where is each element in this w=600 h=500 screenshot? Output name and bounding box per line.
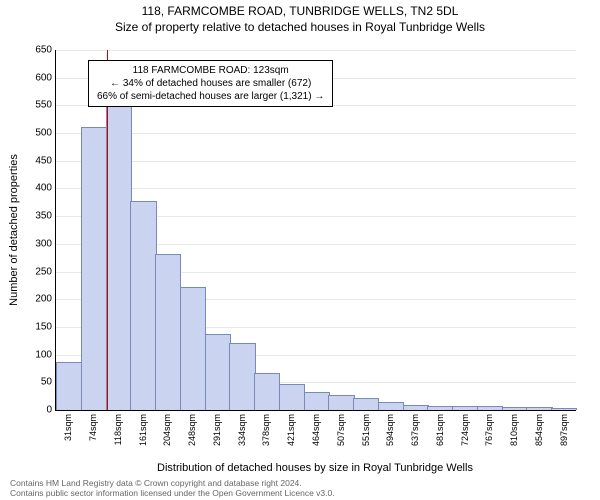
y-tick-label: 50 <box>41 377 52 388</box>
x-tick-label: 161sqm <box>138 414 148 446</box>
y-tick-label: 250 <box>35 266 52 277</box>
x-tick-label: 291sqm <box>212 414 222 446</box>
x-tick-label: 637sqm <box>410 414 420 446</box>
y-tick-label: 0 <box>46 405 52 416</box>
histogram-bar <box>205 334 231 410</box>
plot-area: 0501001502002503003504004505005506006503… <box>55 50 576 411</box>
x-tick-label: 334sqm <box>237 414 247 446</box>
histogram-bar <box>353 398 379 410</box>
x-tick-label: 767sqm <box>484 414 494 446</box>
histogram-bar <box>155 254 181 410</box>
histogram-bar <box>56 362 82 410</box>
x-tick-label: 551sqm <box>361 414 371 446</box>
histogram-bar <box>427 406 453 410</box>
histogram-bar <box>328 395 354 410</box>
info-box: 118 FARMCOMBE ROAD: 123sqm← 34% of detac… <box>88 60 333 107</box>
x-axis-label: Distribution of detached houses by size … <box>55 462 575 474</box>
y-tick-label: 350 <box>35 211 52 222</box>
x-tick-label: 118sqm <box>113 414 123 445</box>
histogram-bar <box>304 392 330 410</box>
gridline <box>56 161 576 162</box>
footer-attribution: Contains HM Land Registry data © Crown c… <box>10 478 335 498</box>
y-tick-label: 400 <box>35 183 52 194</box>
y-tick-label: 650 <box>35 45 52 56</box>
x-tick-label: 507sqm <box>336 414 346 446</box>
histogram-bar <box>403 405 429 410</box>
x-tick-label: 31sqm <box>63 414 73 441</box>
chart-container: 118, FARMCOMBE ROAD, TUNBRIDGE WELLS, TN… <box>0 0 600 500</box>
title-address: 118, FARMCOMBE ROAD, TUNBRIDGE WELLS, TN… <box>0 4 600 20</box>
info-box-line: 118 FARMCOMBE ROAD: 123sqm <box>97 64 324 77</box>
histogram-bar <box>254 373 280 410</box>
x-tick-label: 681sqm <box>435 414 445 446</box>
histogram-bar <box>279 384 305 410</box>
y-tick-label: 600 <box>35 72 52 83</box>
y-tick-label: 200 <box>35 294 52 305</box>
histogram-bar <box>180 287 206 410</box>
gridline <box>56 188 576 189</box>
x-tick-label: 594sqm <box>385 414 395 446</box>
x-tick-label: 464sqm <box>311 414 321 446</box>
histogram-bar <box>526 407 552 410</box>
histogram-bar <box>229 343 255 410</box>
histogram-bar <box>477 406 503 410</box>
gridline <box>56 50 576 51</box>
histogram-bar <box>81 127 107 410</box>
x-tick-label: 421sqm <box>286 414 296 446</box>
info-box-line: ← 34% of detached houses are smaller (67… <box>97 77 324 90</box>
title-subtitle: Size of property relative to detached ho… <box>0 20 600 36</box>
histogram-bar <box>502 407 528 410</box>
x-tick-label: 810sqm <box>509 414 519 446</box>
histogram-bar <box>378 402 404 410</box>
x-tick-label: 204sqm <box>162 414 172 446</box>
y-tick-label: 450 <box>35 155 52 166</box>
x-tick-label: 854sqm <box>534 414 544 446</box>
footer-line2: Contains public sector information licen… <box>10 488 335 498</box>
chart-titles: 118, FARMCOMBE ROAD, TUNBRIDGE WELLS, TN… <box>0 0 600 35</box>
y-tick-label: 550 <box>35 100 52 111</box>
x-tick-label: 724sqm <box>460 414 470 446</box>
x-tick-label: 74sqm <box>88 414 98 441</box>
gridline <box>56 133 576 134</box>
y-axis-label: Number of detached properties <box>8 154 20 306</box>
x-tick-label: 248sqm <box>187 414 197 446</box>
y-tick-label: 300 <box>35 238 52 249</box>
histogram-bar <box>106 91 132 410</box>
histogram-bar <box>551 408 577 410</box>
y-tick-label: 100 <box>35 349 52 360</box>
y-tick-label: 150 <box>35 321 52 332</box>
y-tick-label: 500 <box>35 128 52 139</box>
histogram-bar <box>452 406 478 410</box>
x-tick-label: 378sqm <box>261 414 271 446</box>
info-box-line: 66% of semi-detached houses are larger (… <box>97 90 324 103</box>
x-tick-label: 897sqm <box>559 414 569 446</box>
footer-line1: Contains HM Land Registry data © Crown c… <box>10 478 335 488</box>
histogram-bar <box>130 201 156 410</box>
